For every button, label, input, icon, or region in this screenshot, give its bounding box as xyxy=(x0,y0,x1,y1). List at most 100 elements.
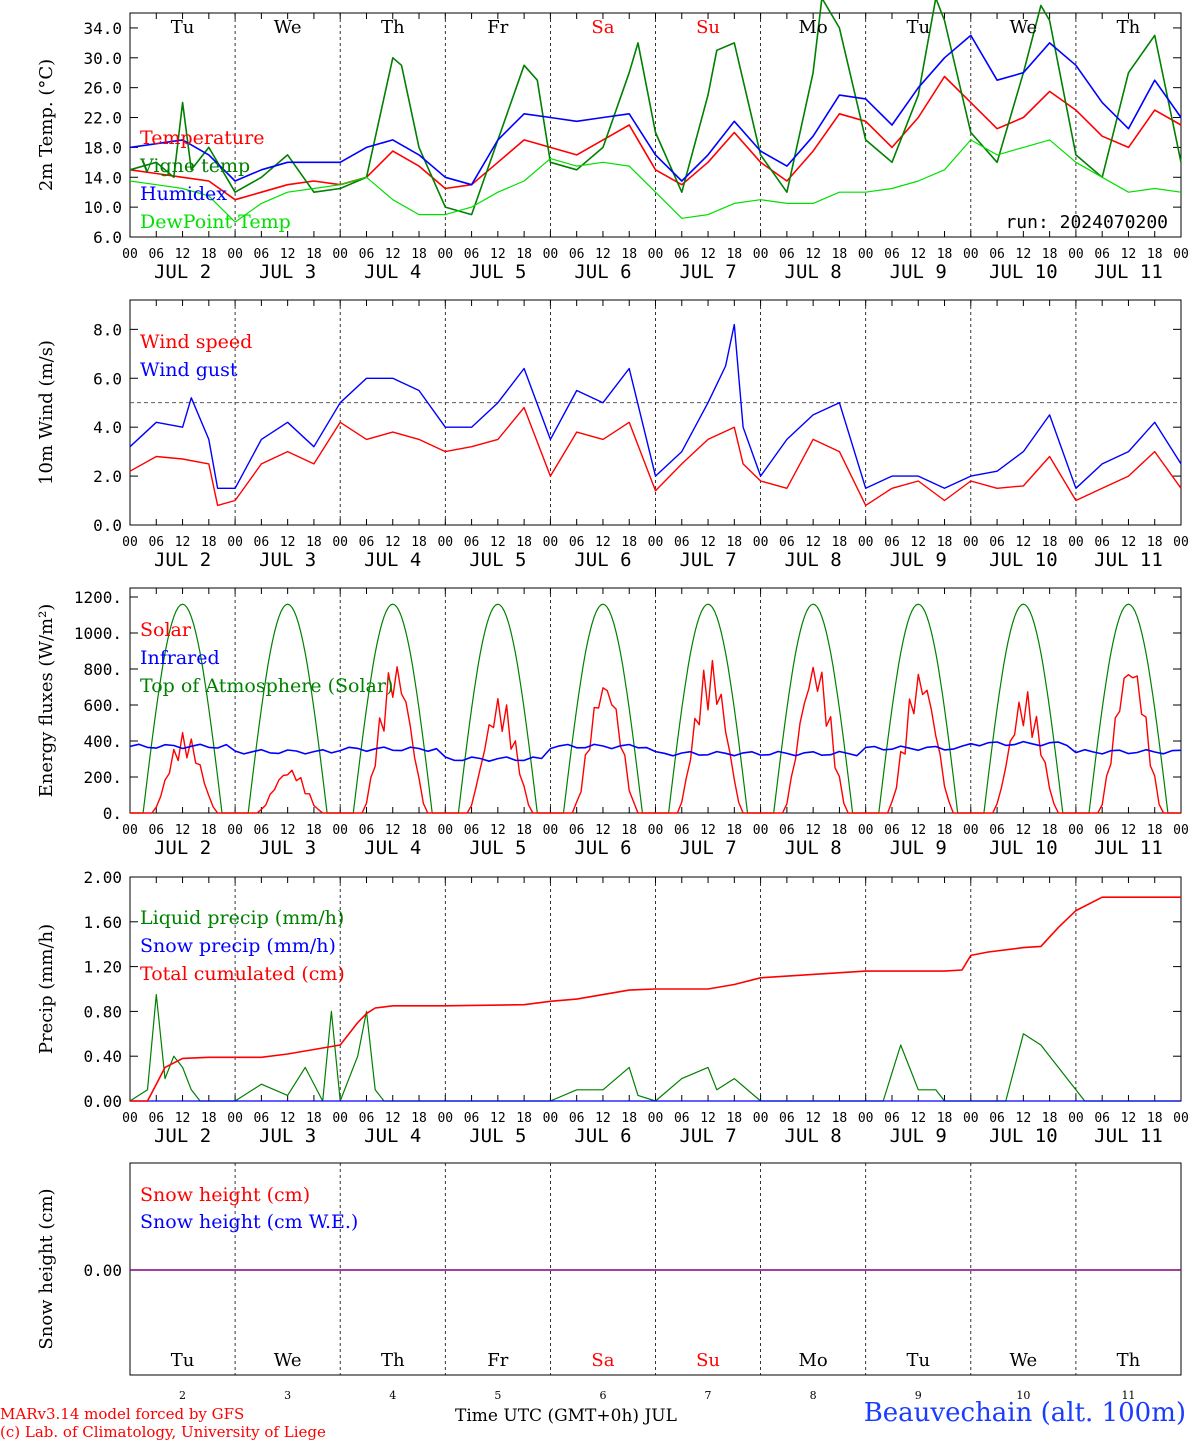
date-label: JUL 6 xyxy=(574,549,631,571)
hour-tick-label: 06 xyxy=(674,823,690,838)
hour-tick-label: 00 xyxy=(1173,823,1189,838)
hour-tick-label: 18 xyxy=(411,247,427,262)
y-tick-label: 30.0 xyxy=(83,49,122,68)
day-number-label: 11 xyxy=(1121,1389,1135,1402)
run-annotation: run: 2024070200 xyxy=(1005,212,1168,233)
date-label: JUL 9 xyxy=(890,261,947,283)
legend-entry: Top of Atmosphere (Solar) xyxy=(140,675,393,697)
hour-tick-label: 18 xyxy=(621,1111,637,1126)
date-label: JUL 8 xyxy=(785,1125,842,1147)
hour-tick-label: 00 xyxy=(543,823,559,838)
legend-entry: Snow precip (mm/h) xyxy=(140,935,336,957)
weekday-label: We xyxy=(1010,1350,1038,1371)
hour-tick-label: 18 xyxy=(516,823,532,838)
hour-tick-label: 12 xyxy=(910,247,926,262)
hour-tick-label: 00 xyxy=(963,247,979,262)
y-axis-label: Precip (mm/h) xyxy=(36,924,57,1054)
hour-tick-label: 00 xyxy=(122,823,138,838)
hour-tick-label: 18 xyxy=(1042,247,1058,262)
legend-entry: Snow height (cm) xyxy=(140,1184,310,1206)
date-label: JUL 3 xyxy=(259,261,316,283)
hour-tick-label: 00 xyxy=(963,535,979,550)
y-tick-label: 1.60 xyxy=(83,913,122,932)
y-tick-label: 6.0 xyxy=(93,228,122,247)
weekday-label: Th xyxy=(1117,1350,1141,1371)
hour-tick-label: 12 xyxy=(490,535,506,550)
y-tick-label: 26.0 xyxy=(83,79,122,98)
hour-tick-label: 06 xyxy=(1094,1111,1110,1126)
date-label: JUL 4 xyxy=(364,837,421,859)
hour-tick-label: 00 xyxy=(648,247,664,262)
hour-tick-label: 06 xyxy=(674,1111,690,1126)
hour-tick-label: 00 xyxy=(227,823,243,838)
hour-tick-label: 06 xyxy=(1094,535,1110,550)
hour-tick-label: 06 xyxy=(148,535,164,550)
weekday-label: Tu xyxy=(171,1350,195,1371)
hour-tick-label: 00 xyxy=(1068,823,1084,838)
hour-tick-label: 12 xyxy=(1121,1111,1137,1126)
hour-tick-label: 18 xyxy=(1042,1111,1058,1126)
date-label: JUL 10 xyxy=(989,261,1058,283)
date-label: JUL 11 xyxy=(1094,261,1163,283)
legend-entry: Wind gust xyxy=(140,359,238,381)
date-label: JUL 10 xyxy=(989,549,1058,571)
hour-tick-label: 00 xyxy=(1068,535,1084,550)
hour-tick-label: 00 xyxy=(332,535,348,550)
series-line xyxy=(130,896,1181,1102)
hour-tick-label: 18 xyxy=(1042,823,1058,838)
hour-tick-label: 18 xyxy=(937,823,953,838)
hour-tick-label: 12 xyxy=(175,535,191,550)
series-line xyxy=(129,139,1182,223)
hour-tick-label: 18 xyxy=(516,247,532,262)
hour-tick-label: 18 xyxy=(516,1111,532,1126)
hour-tick-label: 18 xyxy=(726,1111,742,1126)
hour-tick-label: 06 xyxy=(989,247,1005,262)
hour-tick-label: 12 xyxy=(385,247,401,262)
hour-tick-label: 06 xyxy=(359,247,375,262)
hour-tick-label: 18 xyxy=(201,247,217,262)
series-line xyxy=(129,75,1182,201)
hour-tick-label: 12 xyxy=(280,247,296,262)
hour-tick-label: 06 xyxy=(464,535,480,550)
hour-tick-label: 12 xyxy=(805,247,821,262)
series-line xyxy=(129,323,1182,489)
legend-entry: Liquid precip (mm/h) xyxy=(140,907,344,929)
y-axis-label: Energy fluxes (W/m²) xyxy=(36,604,57,798)
hour-tick-label: 18 xyxy=(1042,535,1058,550)
hour-tick-label: 06 xyxy=(254,535,270,550)
hour-tick-label: 12 xyxy=(700,247,716,262)
hour-tick-label: 00 xyxy=(753,823,769,838)
hour-tick-label: 12 xyxy=(490,823,506,838)
hour-tick-label: 18 xyxy=(201,1111,217,1126)
hour-tick-label: 06 xyxy=(989,535,1005,550)
hour-tick-label: 00 xyxy=(858,1111,874,1126)
series-line xyxy=(129,406,1182,507)
y-tick-label: 1.20 xyxy=(83,958,122,977)
hour-tick-label: 18 xyxy=(832,823,848,838)
hour-tick-label: 06 xyxy=(464,823,480,838)
hour-tick-label: 06 xyxy=(148,1111,164,1126)
legend-entry: Snow height (cm W.E.) xyxy=(140,1211,358,1233)
y-tick-label: 1200. xyxy=(74,588,122,607)
day-number-label: 7 xyxy=(705,1389,712,1402)
weekday-label: We xyxy=(274,1350,302,1371)
temperature-panel-frame xyxy=(129,12,1182,238)
hour-tick-label: 12 xyxy=(175,823,191,838)
date-label: JUL 8 xyxy=(785,261,842,283)
hour-tick-label: 18 xyxy=(621,247,637,262)
hour-tick-label: 06 xyxy=(884,1111,900,1126)
hour-tick-label: 00 xyxy=(1173,1111,1189,1126)
date-label: JUL 6 xyxy=(574,1125,631,1147)
y-tick-label: 1000. xyxy=(74,624,122,643)
date-label: JUL 3 xyxy=(259,549,316,571)
date-label: JUL 10 xyxy=(989,1125,1058,1147)
date-label: JUL 9 xyxy=(890,1125,947,1147)
legend-entry: Infrared xyxy=(140,647,220,669)
hour-tick-label: 00 xyxy=(122,1111,138,1126)
hour-tick-label: 12 xyxy=(595,1111,611,1126)
y-tick-label: 0.40 xyxy=(83,1047,122,1066)
weekday-label: Tu xyxy=(906,17,930,38)
hour-tick-label: 12 xyxy=(280,823,296,838)
series-line xyxy=(129,0,1182,216)
hour-tick-label: 12 xyxy=(490,1111,506,1126)
